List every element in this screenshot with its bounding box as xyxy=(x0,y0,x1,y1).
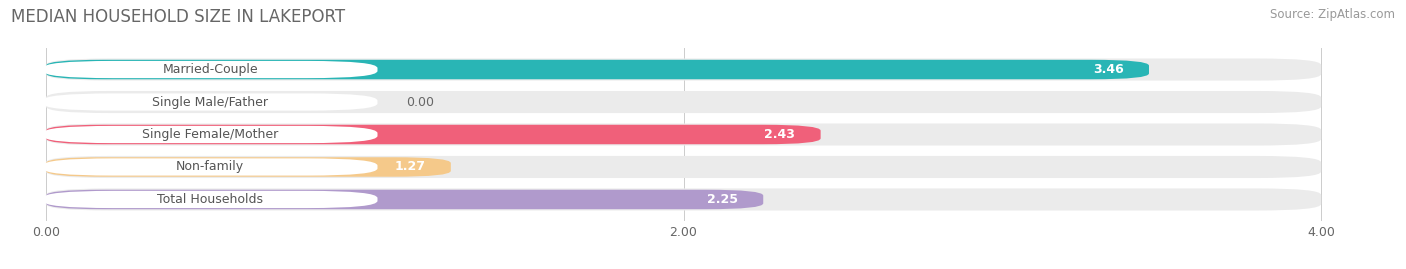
Text: MEDIAN HOUSEHOLD SIZE IN LAKEPORT: MEDIAN HOUSEHOLD SIZE IN LAKEPORT xyxy=(11,8,346,26)
FancyBboxPatch shape xyxy=(42,93,377,111)
FancyBboxPatch shape xyxy=(42,126,377,143)
Text: 2.43: 2.43 xyxy=(765,128,796,141)
FancyBboxPatch shape xyxy=(46,60,1149,79)
Text: 3.46: 3.46 xyxy=(1092,63,1123,76)
Text: Single Male/Father: Single Male/Father xyxy=(152,95,269,108)
FancyBboxPatch shape xyxy=(46,58,1322,81)
FancyBboxPatch shape xyxy=(42,61,377,78)
Text: 2.25: 2.25 xyxy=(707,193,738,206)
Text: Married-Couple: Married-Couple xyxy=(162,63,257,76)
FancyBboxPatch shape xyxy=(46,188,1322,211)
FancyBboxPatch shape xyxy=(42,158,377,176)
FancyBboxPatch shape xyxy=(42,191,377,208)
Text: 0.00: 0.00 xyxy=(406,95,434,108)
FancyBboxPatch shape xyxy=(46,156,1322,178)
FancyBboxPatch shape xyxy=(46,123,1322,146)
Text: Total Households: Total Households xyxy=(157,193,263,206)
Text: Source: ZipAtlas.com: Source: ZipAtlas.com xyxy=(1270,8,1395,21)
FancyBboxPatch shape xyxy=(46,125,821,144)
FancyBboxPatch shape xyxy=(46,91,1322,113)
Text: Non-family: Non-family xyxy=(176,161,245,174)
FancyBboxPatch shape xyxy=(46,157,451,177)
Text: Single Female/Mother: Single Female/Mother xyxy=(142,128,278,141)
Text: 1.27: 1.27 xyxy=(394,161,426,174)
FancyBboxPatch shape xyxy=(46,190,763,209)
